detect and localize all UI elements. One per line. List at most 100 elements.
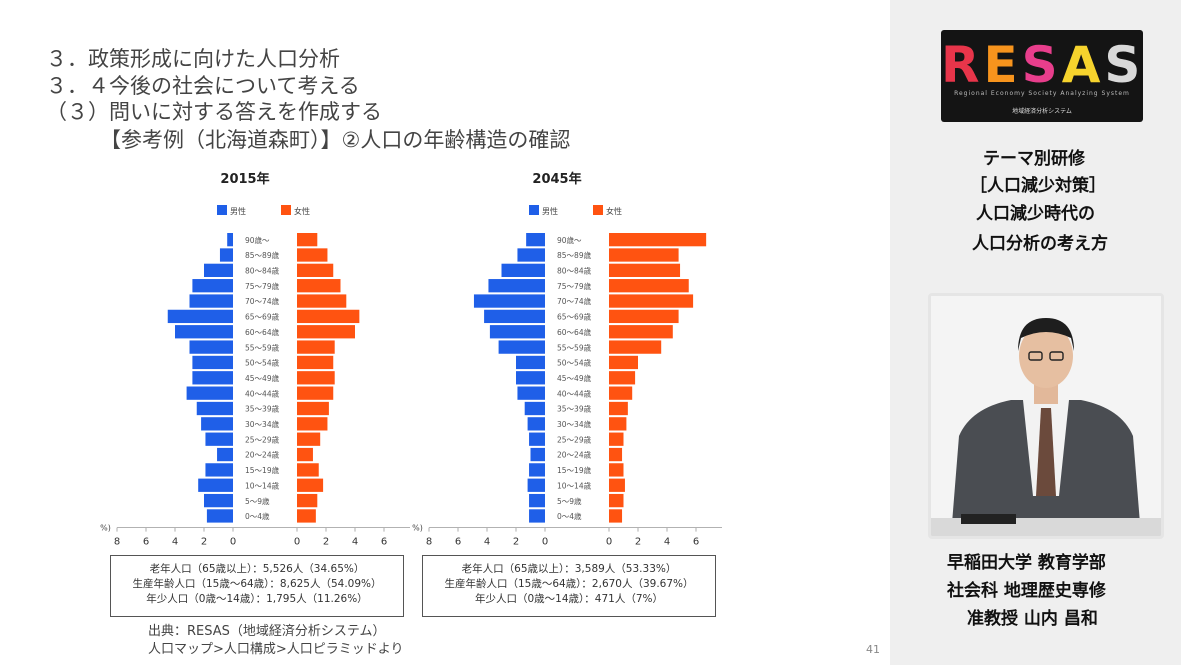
bar-female-2045-4 xyxy=(609,294,694,308)
age-label-2045-9: 45～49歳 xyxy=(557,373,592,383)
legend-label-male-2015: 男性 xyxy=(230,206,246,216)
x-tick-label-2015-8: 6 xyxy=(381,537,387,548)
age-label-2045-5: 65～69歳 xyxy=(557,312,592,322)
age-label-2045-14: 20～24歳 xyxy=(557,450,592,460)
speaker-line-3: 准教授 山内 昌和 xyxy=(967,609,1098,629)
source-line-2: 人口マップ>人口構成>人口ピラミッドより xyxy=(148,642,404,657)
age-label-2045-6: 60～64歳 xyxy=(557,327,592,337)
bar-male-2045-8 xyxy=(516,355,545,370)
bar-male-2015-18 xyxy=(206,509,233,523)
legend-swatch-male-2015 xyxy=(217,205,227,215)
bar-female-2045-6 xyxy=(609,325,673,339)
age-label-2015-16: 10～14歳 xyxy=(245,480,280,490)
source-line-1: 出典：RESAS（地域経済分析システム） xyxy=(148,624,386,639)
bar-female-2015-13 xyxy=(297,432,321,446)
bar-male-2045-10 xyxy=(517,386,545,400)
theme-line-3: 人口減少時代の xyxy=(976,204,1095,224)
age-label-2045-11: 35～39歳 xyxy=(557,404,592,414)
age-label-2015-7: 55～59歳 xyxy=(245,342,280,352)
stats-young-2045: 年少人口（0歳〜14歳）：471人（7%） xyxy=(475,593,663,605)
bar-female-2045-7 xyxy=(609,340,662,354)
x-tick-label-2045-1: 6 xyxy=(455,537,461,548)
bar-male-2015-8 xyxy=(192,355,233,370)
bar-male-2045-5 xyxy=(484,309,545,324)
age-label-2045-12: 30～34歳 xyxy=(557,419,592,429)
bar-female-2045-8 xyxy=(609,355,638,370)
age-label-2045-13: 25～29歳 xyxy=(557,434,592,444)
chart-title-2045: 2045年 xyxy=(532,171,581,187)
age-label-2015-12: 30～34歳 xyxy=(245,419,280,429)
age-label-2045-1: 85～89歳 xyxy=(557,250,592,260)
bar-female-2045-13 xyxy=(609,432,624,446)
age-label-2015-13: 25～29歳 xyxy=(245,434,280,444)
bar-male-2015-5 xyxy=(167,309,233,324)
bar-male-2045-9 xyxy=(516,371,545,385)
theme-line-2: ［人口減少対策］ xyxy=(970,176,1106,196)
bar-male-2015-12 xyxy=(201,417,233,431)
bar-male-2015-11 xyxy=(196,401,233,416)
bar-male-2015-15 xyxy=(205,463,233,477)
bar-female-2045-18 xyxy=(609,509,623,523)
bar-male-2045-6 xyxy=(489,325,545,339)
bar-male-2015-0 xyxy=(227,233,233,247)
x-tick-label-2045-0: 8 xyxy=(426,537,432,548)
bar-female-2015-10 xyxy=(297,386,334,400)
bar-female-2045-5 xyxy=(609,309,679,324)
slide: ３．政策形成に向けた人口分析 ３．４今後の社会について考える （３）問いに対する… xyxy=(46,47,880,657)
bar-female-2045-11 xyxy=(609,401,628,416)
legend-swatch-male-2045 xyxy=(529,205,539,215)
x-tick-label-2045-8: 6 xyxy=(693,537,699,548)
bar-female-2015-16 xyxy=(297,478,324,492)
bar-male-2015-13 xyxy=(205,432,233,446)
bar-male-2045-17 xyxy=(529,493,545,508)
age-label-2045-8: 50～54歳 xyxy=(557,358,592,368)
age-label-2045-18: 0～4歳 xyxy=(557,511,582,521)
bar-male-2015-10 xyxy=(186,386,233,400)
x-tick-label-2045-7: 4 xyxy=(664,537,670,548)
bar-male-2015-17 xyxy=(204,493,233,508)
bar-female-2015-1 xyxy=(297,248,328,262)
page-number: 41 xyxy=(866,643,880,656)
x-tick-label-2015-5: 0 xyxy=(294,537,300,548)
x-tick-label-2015-6: 2 xyxy=(323,537,329,548)
x-tick-label-2015-0: 8 xyxy=(114,537,120,548)
theme-line-4: 人口分析の考え方 xyxy=(972,234,1108,254)
bar-female-2045-10 xyxy=(609,386,633,400)
bar-male-2015-9 xyxy=(192,371,233,385)
speaker-video xyxy=(928,293,1164,539)
age-label-2045-15: 15～19歳 xyxy=(557,465,592,475)
x-tick-label-2015-2: 4 xyxy=(172,537,178,548)
speaker-figure xyxy=(931,296,1161,536)
age-label-2015-9: 45～49歳 xyxy=(245,373,280,383)
legend-swatch-female-2045 xyxy=(593,205,603,215)
bar-male-2015-16 xyxy=(198,478,233,492)
bar-male-2045-18 xyxy=(529,509,545,523)
age-label-2015-1: 85～89歳 xyxy=(245,250,280,260)
bar-male-2015-3 xyxy=(192,279,233,293)
bar-female-2045-17 xyxy=(609,493,624,508)
bar-male-2015-4 xyxy=(189,294,233,308)
bar-male-2045-3 xyxy=(488,279,545,293)
x-tick-label-2015-3: 2 xyxy=(201,537,207,548)
x-tick-label-2045-2: 4 xyxy=(484,537,490,548)
stats-working-2015: 生産年齢人口（15歳〜64歳）：8,625人（54.09%） xyxy=(132,578,382,590)
age-label-2045-10: 40～44歳 xyxy=(557,388,592,398)
age-label-2015-5: 65～69歳 xyxy=(245,312,280,322)
bar-male-2045-0 xyxy=(526,233,545,247)
bar-female-2015-3 xyxy=(297,279,341,293)
bar-male-2015-6 xyxy=(175,325,233,339)
theme-line-1: テーマ別研修 xyxy=(983,149,1085,169)
x-tick-label-2045-3: 2 xyxy=(513,537,519,548)
bar-female-2015-7 xyxy=(297,340,335,354)
age-label-2015-18: 0～4歳 xyxy=(245,511,270,521)
bar-male-2045-7 xyxy=(498,340,545,354)
bar-female-2015-14 xyxy=(297,447,313,462)
legend-swatch-female-2015 xyxy=(281,205,291,215)
age-label-2015-14: 20～24歳 xyxy=(245,450,280,460)
heading-line-3: （３）問いに対する答えを作成する xyxy=(46,100,382,124)
age-label-2015-10: 40～44歳 xyxy=(245,388,280,398)
bar-male-2045-14 xyxy=(530,447,545,462)
bar-male-2045-4 xyxy=(473,294,545,308)
chart-title-2015: 2015年 xyxy=(220,171,269,187)
